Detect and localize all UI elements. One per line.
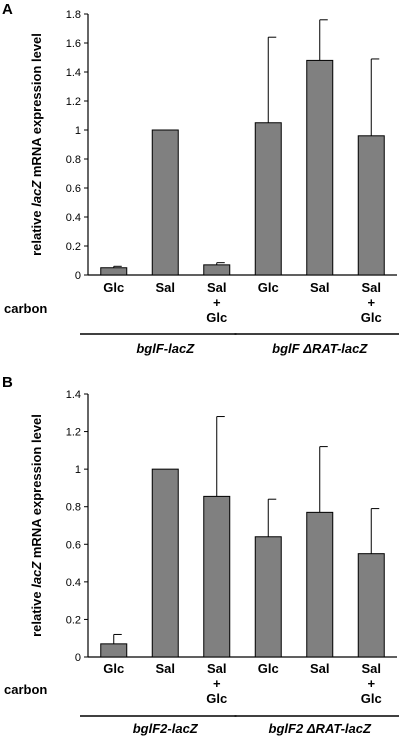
panel-b-y-axis-label: relative lacZ mRNA expression level xyxy=(29,414,44,637)
panel-b-y-tick-label: 0.4 xyxy=(66,577,81,589)
panel-b-category-label: Glc xyxy=(103,661,124,676)
panel-a-carbon-label: carbon xyxy=(4,301,47,316)
panel-a-bar xyxy=(306,59,334,276)
panel-b-y-tick-label: 1.2 xyxy=(66,427,81,439)
panel-a-y-tick-label: 0.4 xyxy=(66,212,81,224)
panel-b-category-plus: + xyxy=(213,676,221,691)
panel-a-y-tick-label: 1.8 xyxy=(66,9,81,21)
panel-b-bar xyxy=(306,511,334,658)
panel-a-category-label: Sal xyxy=(310,280,330,295)
panel-a-y-tick-label: 1.4 xyxy=(66,67,81,79)
panel-a-y-tick-label: 1.2 xyxy=(66,96,81,108)
panel-a-bar xyxy=(100,267,128,276)
panel-a-y-tick-label: 0.8 xyxy=(66,154,81,166)
panel-b-category-label: Sal xyxy=(207,661,227,676)
panel-b-strain-label: bglF2 ΔRAT-lacZ xyxy=(269,721,372,736)
panel-b-bar xyxy=(203,495,231,658)
panel-a-strain-label: bglF ΔRAT-lacZ xyxy=(272,341,368,356)
panel-b-category-plus: + xyxy=(367,676,375,691)
panel-a-y-axis-label: relative lacZ mRNA expression level xyxy=(29,33,44,256)
panel-b-strain-label: bglF2-lacZ xyxy=(133,721,199,736)
panel-a-category-label: Sal xyxy=(207,280,227,295)
panel-a-letter: A xyxy=(2,1,13,18)
panel-a-bar xyxy=(151,129,179,276)
panel-b-letter: B xyxy=(2,374,13,391)
panel-a-category-label: Glc xyxy=(103,280,124,295)
panel-a-strain-label: bglF-lacZ xyxy=(136,341,195,356)
panel-a-bar xyxy=(357,135,385,276)
panel-a-category-plus: + xyxy=(213,295,221,310)
panel-b-bar xyxy=(254,536,282,658)
panel-b-bar xyxy=(151,468,179,658)
panel-b-y-tick-label: 1.4 xyxy=(66,389,81,401)
panel-a-y-tick-label: 0.2 xyxy=(66,241,81,253)
panel-b-category-label: Sal xyxy=(310,661,330,676)
panel-a-y-tick-label: 0.6 xyxy=(66,183,81,195)
panel-b-bar xyxy=(357,553,385,658)
panel-b-category-label: Sal xyxy=(361,661,381,676)
panel-a-y-tick-label: 1 xyxy=(75,125,81,137)
panel-a-category-label: Glc xyxy=(258,280,279,295)
panel-a-category-plus: + xyxy=(367,295,375,310)
panel-b-bar xyxy=(100,643,128,658)
panel-b-category-label: Glc xyxy=(361,691,382,706)
panel-a-category-label: Glc xyxy=(361,310,382,325)
panel-a-bar xyxy=(203,264,231,276)
panel-b-y-tick-label: 0.8 xyxy=(66,502,81,514)
panel-b-y-tick-label: 1 xyxy=(75,464,81,476)
panel-a-bar xyxy=(254,122,282,276)
panel-a-category-label: Sal xyxy=(361,280,381,295)
panel-b-category-label: Glc xyxy=(206,691,227,706)
panel-b-category-label: Sal xyxy=(155,661,175,676)
panel-a-category-label: Glc xyxy=(206,310,227,325)
panel-a-y-tick-label: 1.6 xyxy=(66,38,81,50)
panel-a-y-tick-label: 0 xyxy=(75,270,81,282)
panel-a-category-label: Sal xyxy=(155,280,175,295)
panel-b-y-tick-label: 0.2 xyxy=(66,614,81,626)
panel-b-y-tick-label: 0 xyxy=(75,652,81,664)
panel-b-y-tick-label: 0.6 xyxy=(66,539,81,551)
panel-b-category-label: Glc xyxy=(258,661,279,676)
panel-b-carbon-label: carbon xyxy=(4,682,47,697)
